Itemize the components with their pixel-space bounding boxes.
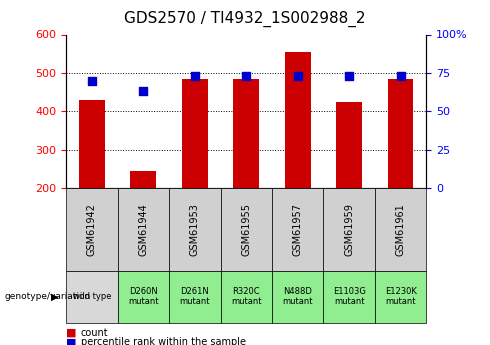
Text: GSM61961: GSM61961 bbox=[395, 203, 406, 256]
Text: GSM61944: GSM61944 bbox=[138, 203, 148, 256]
Text: ■: ■ bbox=[66, 337, 76, 345]
Text: D261N
mutant: D261N mutant bbox=[179, 287, 210, 306]
Text: ▶: ▶ bbox=[51, 292, 59, 302]
Point bbox=[242, 73, 250, 79]
Point bbox=[397, 73, 405, 79]
Text: GSM61953: GSM61953 bbox=[190, 203, 200, 256]
Text: GSM61955: GSM61955 bbox=[241, 203, 251, 256]
Text: N488D
mutant: N488D mutant bbox=[282, 287, 313, 306]
Text: D260N
mutant: D260N mutant bbox=[128, 287, 159, 306]
Text: ■: ■ bbox=[66, 328, 76, 338]
Bar bbox=[130, 171, 156, 188]
Point bbox=[345, 73, 353, 79]
Point bbox=[139, 89, 147, 94]
Point bbox=[294, 73, 302, 79]
Text: GSM61959: GSM61959 bbox=[344, 203, 354, 256]
Bar bbox=[285, 52, 311, 188]
Text: genotype/variation: genotype/variation bbox=[5, 292, 91, 301]
Text: R320C
mutant: R320C mutant bbox=[231, 287, 262, 306]
Text: GSM61942: GSM61942 bbox=[87, 203, 97, 256]
Text: E1103G
mutant: E1103G mutant bbox=[333, 287, 366, 306]
Bar bbox=[79, 100, 105, 188]
Text: E1230K
mutant: E1230K mutant bbox=[385, 287, 416, 306]
Bar bbox=[233, 79, 259, 188]
Point bbox=[191, 73, 199, 79]
Bar bbox=[388, 79, 414, 188]
Bar bbox=[336, 102, 362, 188]
Text: percentile rank within the sample: percentile rank within the sample bbox=[81, 337, 246, 345]
Text: GDS2570 / TI4932_1S002988_2: GDS2570 / TI4932_1S002988_2 bbox=[124, 10, 366, 27]
Bar bbox=[182, 79, 208, 188]
Text: wild type: wild type bbox=[73, 292, 111, 301]
Point bbox=[88, 78, 96, 83]
Text: GSM61957: GSM61957 bbox=[293, 203, 303, 256]
Text: count: count bbox=[81, 328, 108, 338]
